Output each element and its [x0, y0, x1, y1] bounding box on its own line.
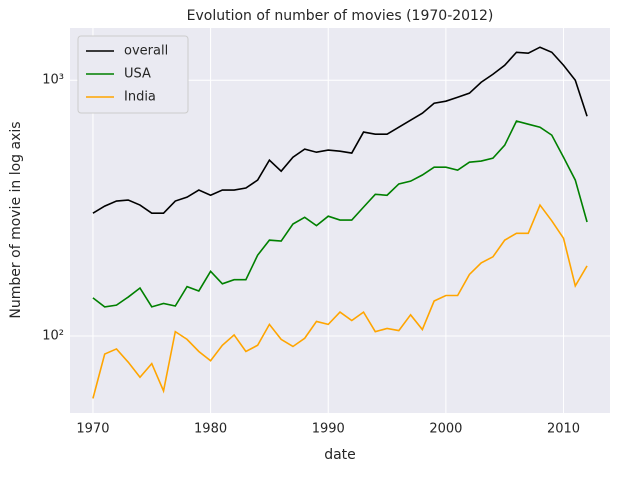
x-tick-label: 1980	[194, 422, 227, 437]
legend-label: India	[124, 90, 156, 105]
legend-label: overall	[124, 44, 168, 59]
x-tick-label: 1990	[312, 422, 345, 437]
legend: overall USA India	[77, 35, 189, 114]
x-tick-label: 2000	[429, 422, 462, 437]
legend-box	[77, 35, 189, 114]
series-line	[92, 203, 588, 399]
x-tick-label: 1970	[76, 422, 109, 437]
x-tick-label: 2010	[547, 422, 580, 437]
y-tick-label: 10³	[42, 73, 64, 88]
y-axis-label: Number of movie in log axis	[8, 121, 24, 318]
x-axis-label: date	[324, 447, 356, 463]
chart-title: Evolution of number of movies (1970-2012…	[187, 8, 494, 24]
legend-label: USA	[124, 67, 151, 82]
y-tick-label: 10²	[42, 329, 64, 344]
series-line	[92, 46, 588, 215]
series-line	[92, 120, 588, 308]
